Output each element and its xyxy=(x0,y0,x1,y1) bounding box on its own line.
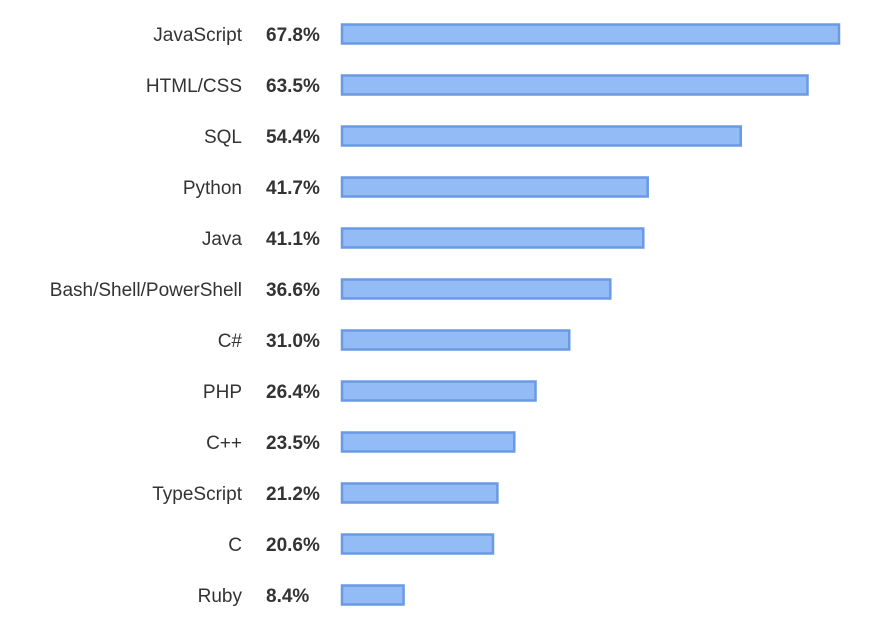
category-label-cpp: C++ xyxy=(206,433,242,454)
category-label-javascript: JavaScript xyxy=(153,25,242,46)
category-label-python: Python xyxy=(183,178,242,199)
value-label-ruby: 8.4% xyxy=(266,586,309,607)
bar-sql xyxy=(340,125,743,147)
bar-ruby xyxy=(340,584,405,606)
value-label-java: 41.1% xyxy=(266,229,320,250)
category-label-ruby: Ruby xyxy=(198,586,243,607)
value-label-bash-shell-powershell: 36.6% xyxy=(266,280,320,301)
bar-cpp xyxy=(340,431,516,453)
bar-python xyxy=(340,176,649,198)
bar-php xyxy=(340,380,537,402)
bars xyxy=(340,23,841,606)
bar-csharp xyxy=(340,329,571,351)
category-label-sql: SQL xyxy=(204,127,242,148)
bar-c xyxy=(340,533,495,555)
category-label-typescript: TypeScript xyxy=(152,484,242,505)
bar-html-css xyxy=(340,74,809,96)
category-label-c: C xyxy=(228,535,242,556)
value-label-html-css: 63.5% xyxy=(266,76,320,97)
category-label-csharp: C# xyxy=(218,331,243,352)
value-labels: 67.8% 63.5% 54.4% 41.7% 41.1% 36.6% 31.0% 26.4%… xyxy=(266,25,320,607)
category-label-bash-shell-powershell: Bash/Shell/PowerShell xyxy=(50,280,242,301)
value-label-python: 41.7% xyxy=(266,178,320,199)
value-label-sql: 54.4% xyxy=(266,127,320,148)
category-label-java: Java xyxy=(202,229,243,250)
value-label-typescript: 21.2% xyxy=(266,484,320,505)
category-label-html-css: HTML/CSS xyxy=(146,76,242,97)
category-label-php: PHP xyxy=(203,382,242,403)
value-label-c: 20.6% xyxy=(266,535,320,556)
category-labels: JavaScript HTML/CSS SQL Python Java Bash/Shel… xyxy=(50,25,243,607)
bar-typescript xyxy=(340,482,499,504)
value-label-cpp: 23.5% xyxy=(266,433,320,454)
bar-javascript xyxy=(340,23,841,45)
value-label-javascript: 67.8% xyxy=(266,25,320,46)
value-label-php: 26.4% xyxy=(266,382,320,403)
value-label-csharp: 31.0% xyxy=(266,331,320,352)
bar-bash-shell-powershell xyxy=(340,278,612,300)
bar-java xyxy=(340,227,645,249)
